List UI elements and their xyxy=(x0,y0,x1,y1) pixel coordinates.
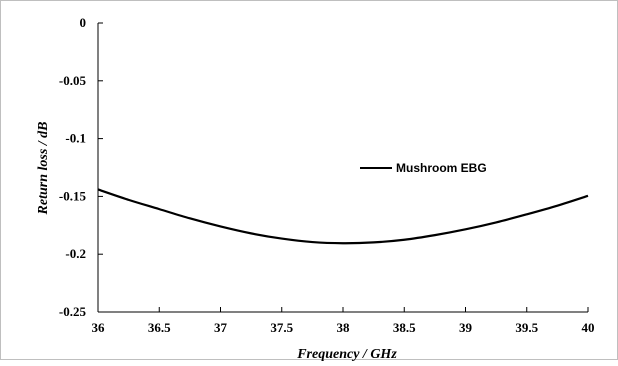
y-tick-label: -0.05 xyxy=(59,73,87,88)
y-tick-label: 0 xyxy=(80,15,87,30)
y-tick-label: -0.15 xyxy=(59,188,87,203)
y-axis-title: Return loss / dB xyxy=(36,122,51,216)
x-tick-label: 40 xyxy=(582,320,595,335)
x-tick-label: 39.5 xyxy=(515,320,538,335)
x-tick-label: 36.5 xyxy=(148,320,171,335)
x-tick-label: 37 xyxy=(214,320,228,335)
x-tick-label: 39 xyxy=(459,320,473,335)
y-tick-label: -0.1 xyxy=(65,131,86,146)
tick-labels: 0 -0.05 -0.1 -0.15 -0.2 -0.25 36 36.5 37 37.5 38 38… xyxy=(59,15,595,335)
y-tick-label: -0.25 xyxy=(59,304,87,319)
series-line-mushroom-ebg xyxy=(97,188,589,245)
series-lines xyxy=(97,188,589,245)
y-tick-label: -0.2 xyxy=(65,246,86,261)
tick-marks xyxy=(97,22,589,313)
x-tick-label: 37.5 xyxy=(270,320,293,335)
legend: Mushroom EBG xyxy=(360,161,487,175)
x-tick-label: 38 xyxy=(337,320,351,335)
x-tick-label: 38.5 xyxy=(393,320,416,335)
x-tick-label: 36 xyxy=(92,320,106,335)
axes xyxy=(97,23,588,313)
legend-label-mushroom-ebg: Mushroom EBG xyxy=(396,161,487,175)
x-axis-title: Frequency / GHz xyxy=(296,347,397,361)
